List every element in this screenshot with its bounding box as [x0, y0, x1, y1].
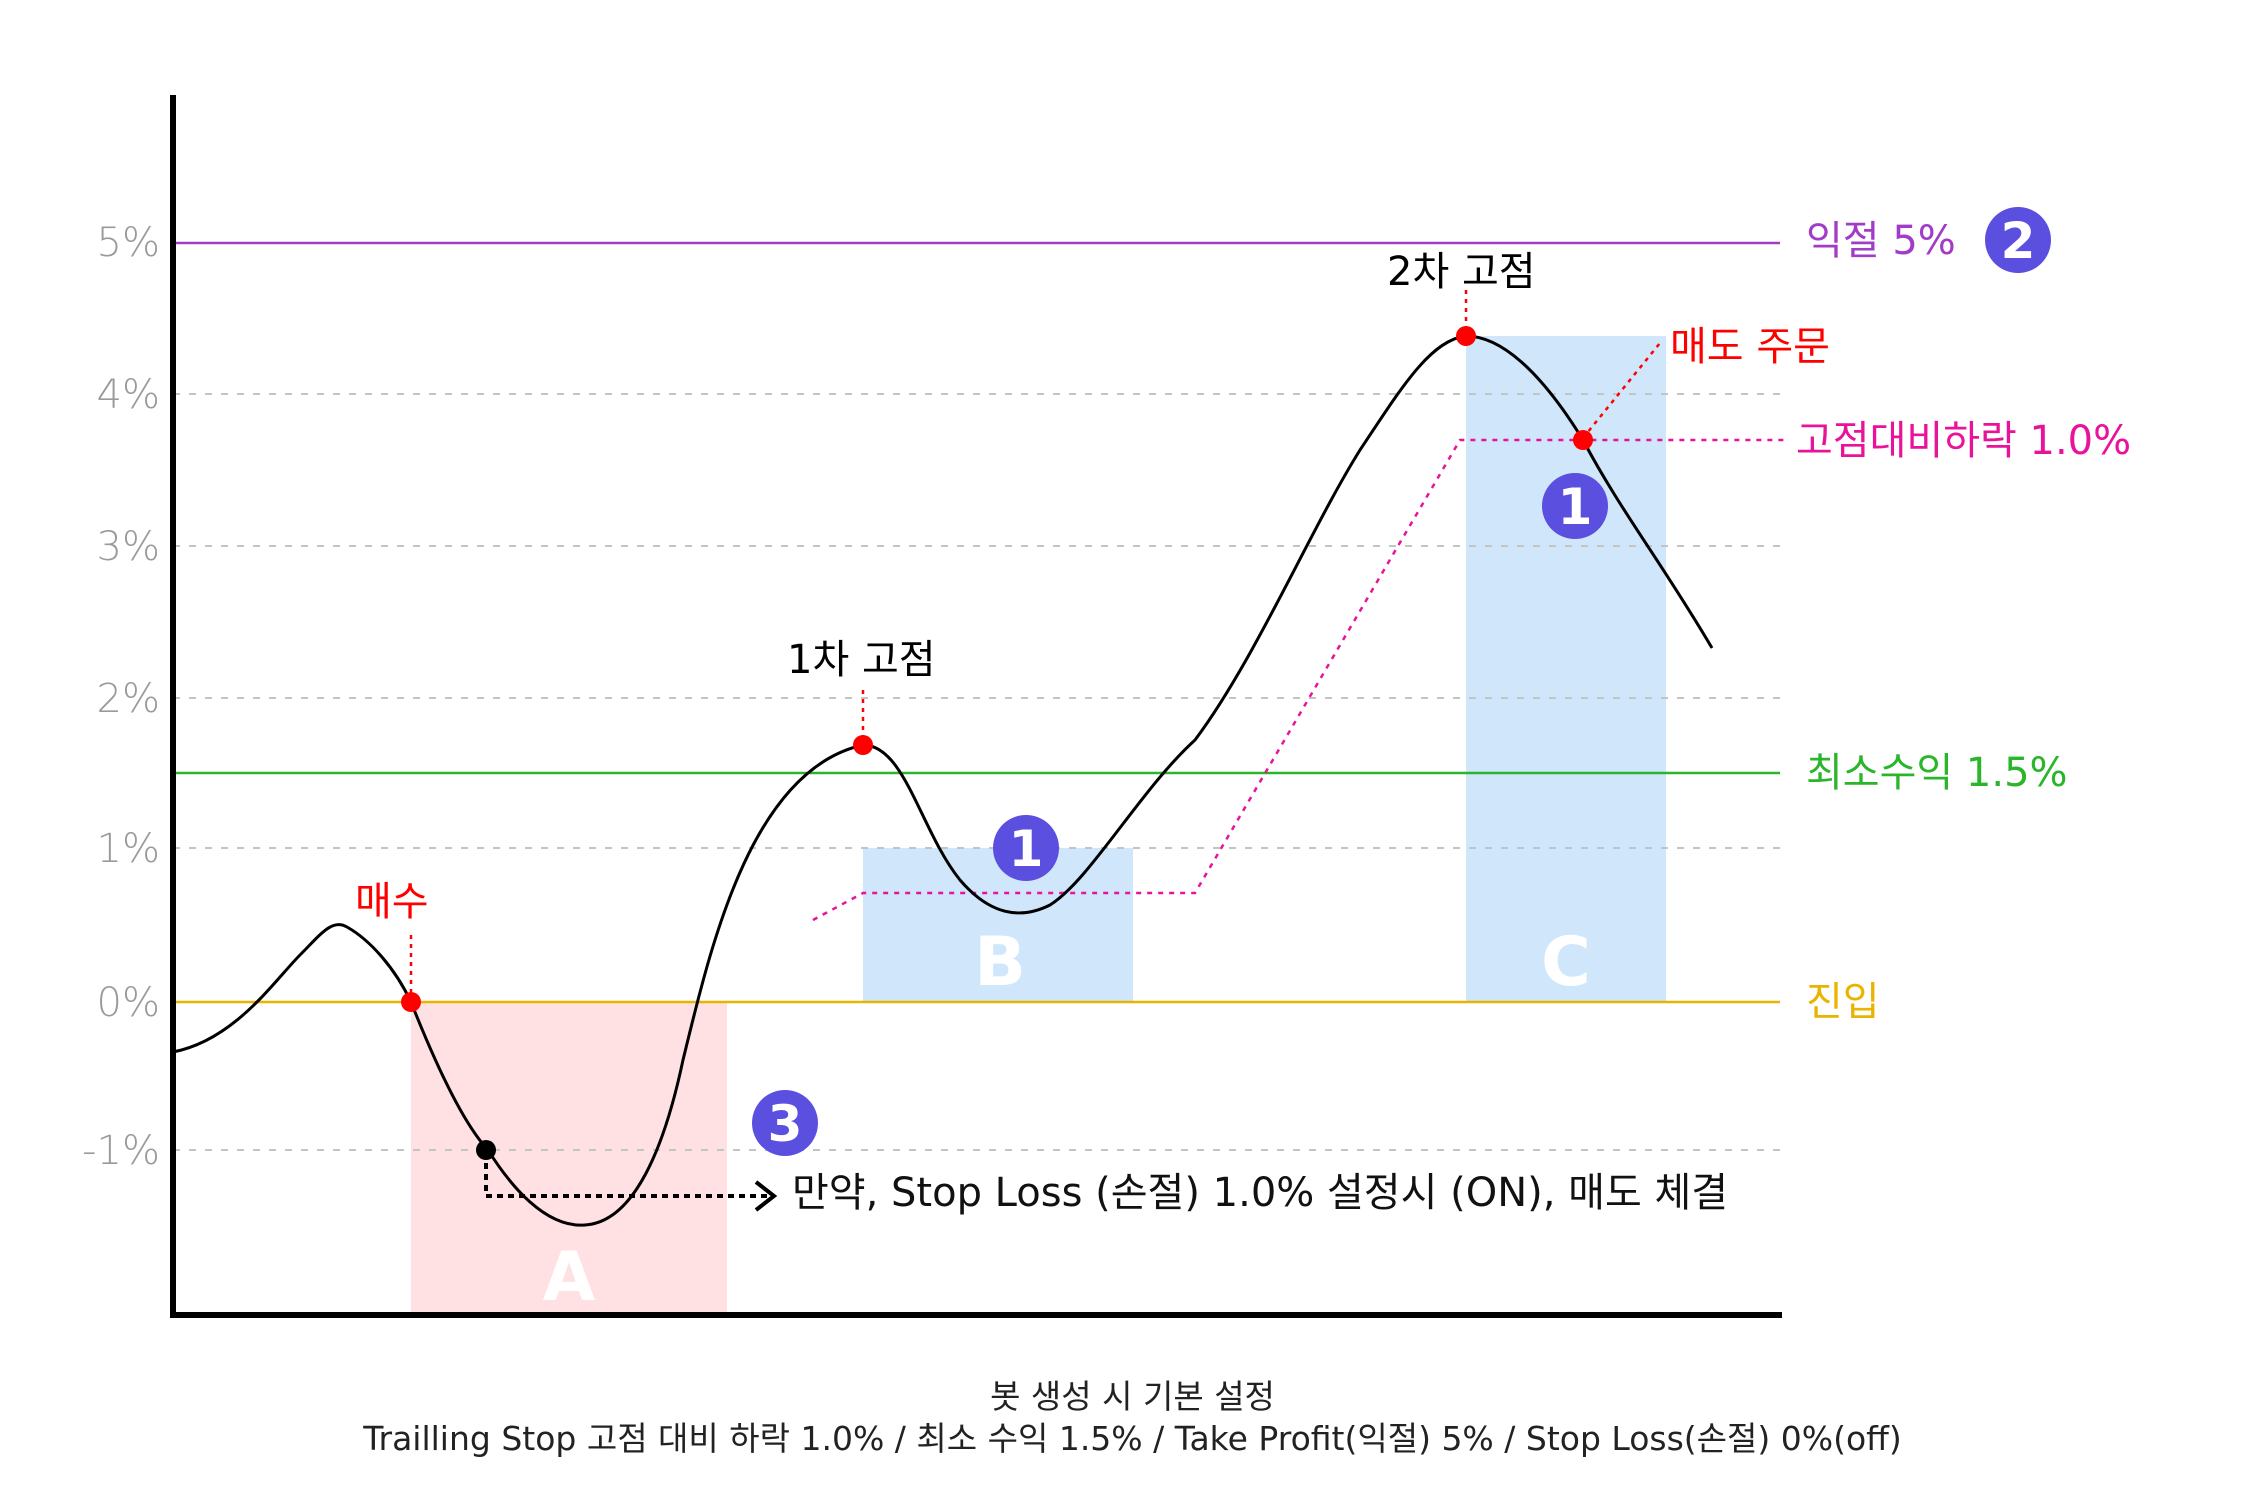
stop-loss-arrow	[484, 1152, 768, 1198]
grid-lines	[173, 393, 1780, 1151]
buy-label: 매수	[355, 879, 429, 925]
second-peak-label: 2차 고점	[1387, 249, 1536, 295]
axes	[170, 95, 1782, 1318]
zone-c-label: C	[1541, 923, 1591, 1002]
y-tick-minus-1: -1%	[82, 1128, 160, 1174]
y-tick-0: 0%	[97, 980, 160, 1026]
badge-b: 1	[993, 815, 1059, 881]
sell-order-label: 매도 주문	[1670, 324, 1830, 370]
sell-point	[1573, 430, 1593, 450]
second-peak-point	[1456, 326, 1476, 346]
caption-settings: Trailling Stop 고점 대비 하락 1.0% / 최소 수익 1.5…	[363, 1419, 1902, 1458]
y-tick-5: 5%	[97, 220, 160, 266]
entry-label: 진입	[1806, 979, 1880, 1025]
zone-a-box	[411, 1002, 727, 1312]
zone-a-label: A	[543, 1238, 596, 1317]
stop-loss-point	[476, 1140, 496, 1160]
stop-loss-arrow-head	[754, 1180, 778, 1212]
svg-text:3: 3	[768, 1095, 803, 1153]
take-profit-label: 익절 5%	[1806, 218, 1956, 264]
y-axis-ticks: 5% 4% 3% 2% 1% 0% -1%	[82, 220, 160, 1174]
point-connectors	[409, 290, 1468, 998]
first-peak-label: 1차 고점	[787, 637, 936, 683]
first-peak-point	[853, 735, 873, 755]
caption-title: 봇 생성 시 기본 설정	[990, 1377, 1275, 1416]
badge-stop-loss: 3	[752, 1090, 818, 1156]
svg-text:2: 2	[2001, 212, 2036, 270]
sell-order-pointer	[1582, 342, 1661, 439]
min-profit-label: 최소수익 1.5%	[1806, 750, 2068, 796]
price-curve	[172, 334, 1714, 1227]
zone-b-label: B	[974, 923, 1026, 1002]
svg-text:1: 1	[1009, 820, 1044, 878]
trailing-stop-line	[812, 438, 1784, 922]
badge-c: 1	[1542, 473, 1608, 539]
zone-b-box	[863, 848, 1133, 1002]
stop-loss-note: 만약, Stop Loss (손절) 1.0% 설정시 (ON), 매도 체결	[792, 1170, 1728, 1216]
badge-take-profit: 2	[1985, 207, 2051, 273]
buy-point	[401, 992, 421, 1012]
y-tick-2: 2%	[97, 676, 160, 722]
svg-text:1: 1	[1558, 478, 1593, 536]
y-tick-4: 4%	[97, 372, 160, 418]
trailing-label: 고점대비하락 1.0%	[1796, 418, 2131, 464]
y-tick-1: 1%	[97, 826, 160, 872]
y-tick-3: 3%	[97, 524, 160, 570]
zone-c-box	[1466, 336, 1666, 1002]
